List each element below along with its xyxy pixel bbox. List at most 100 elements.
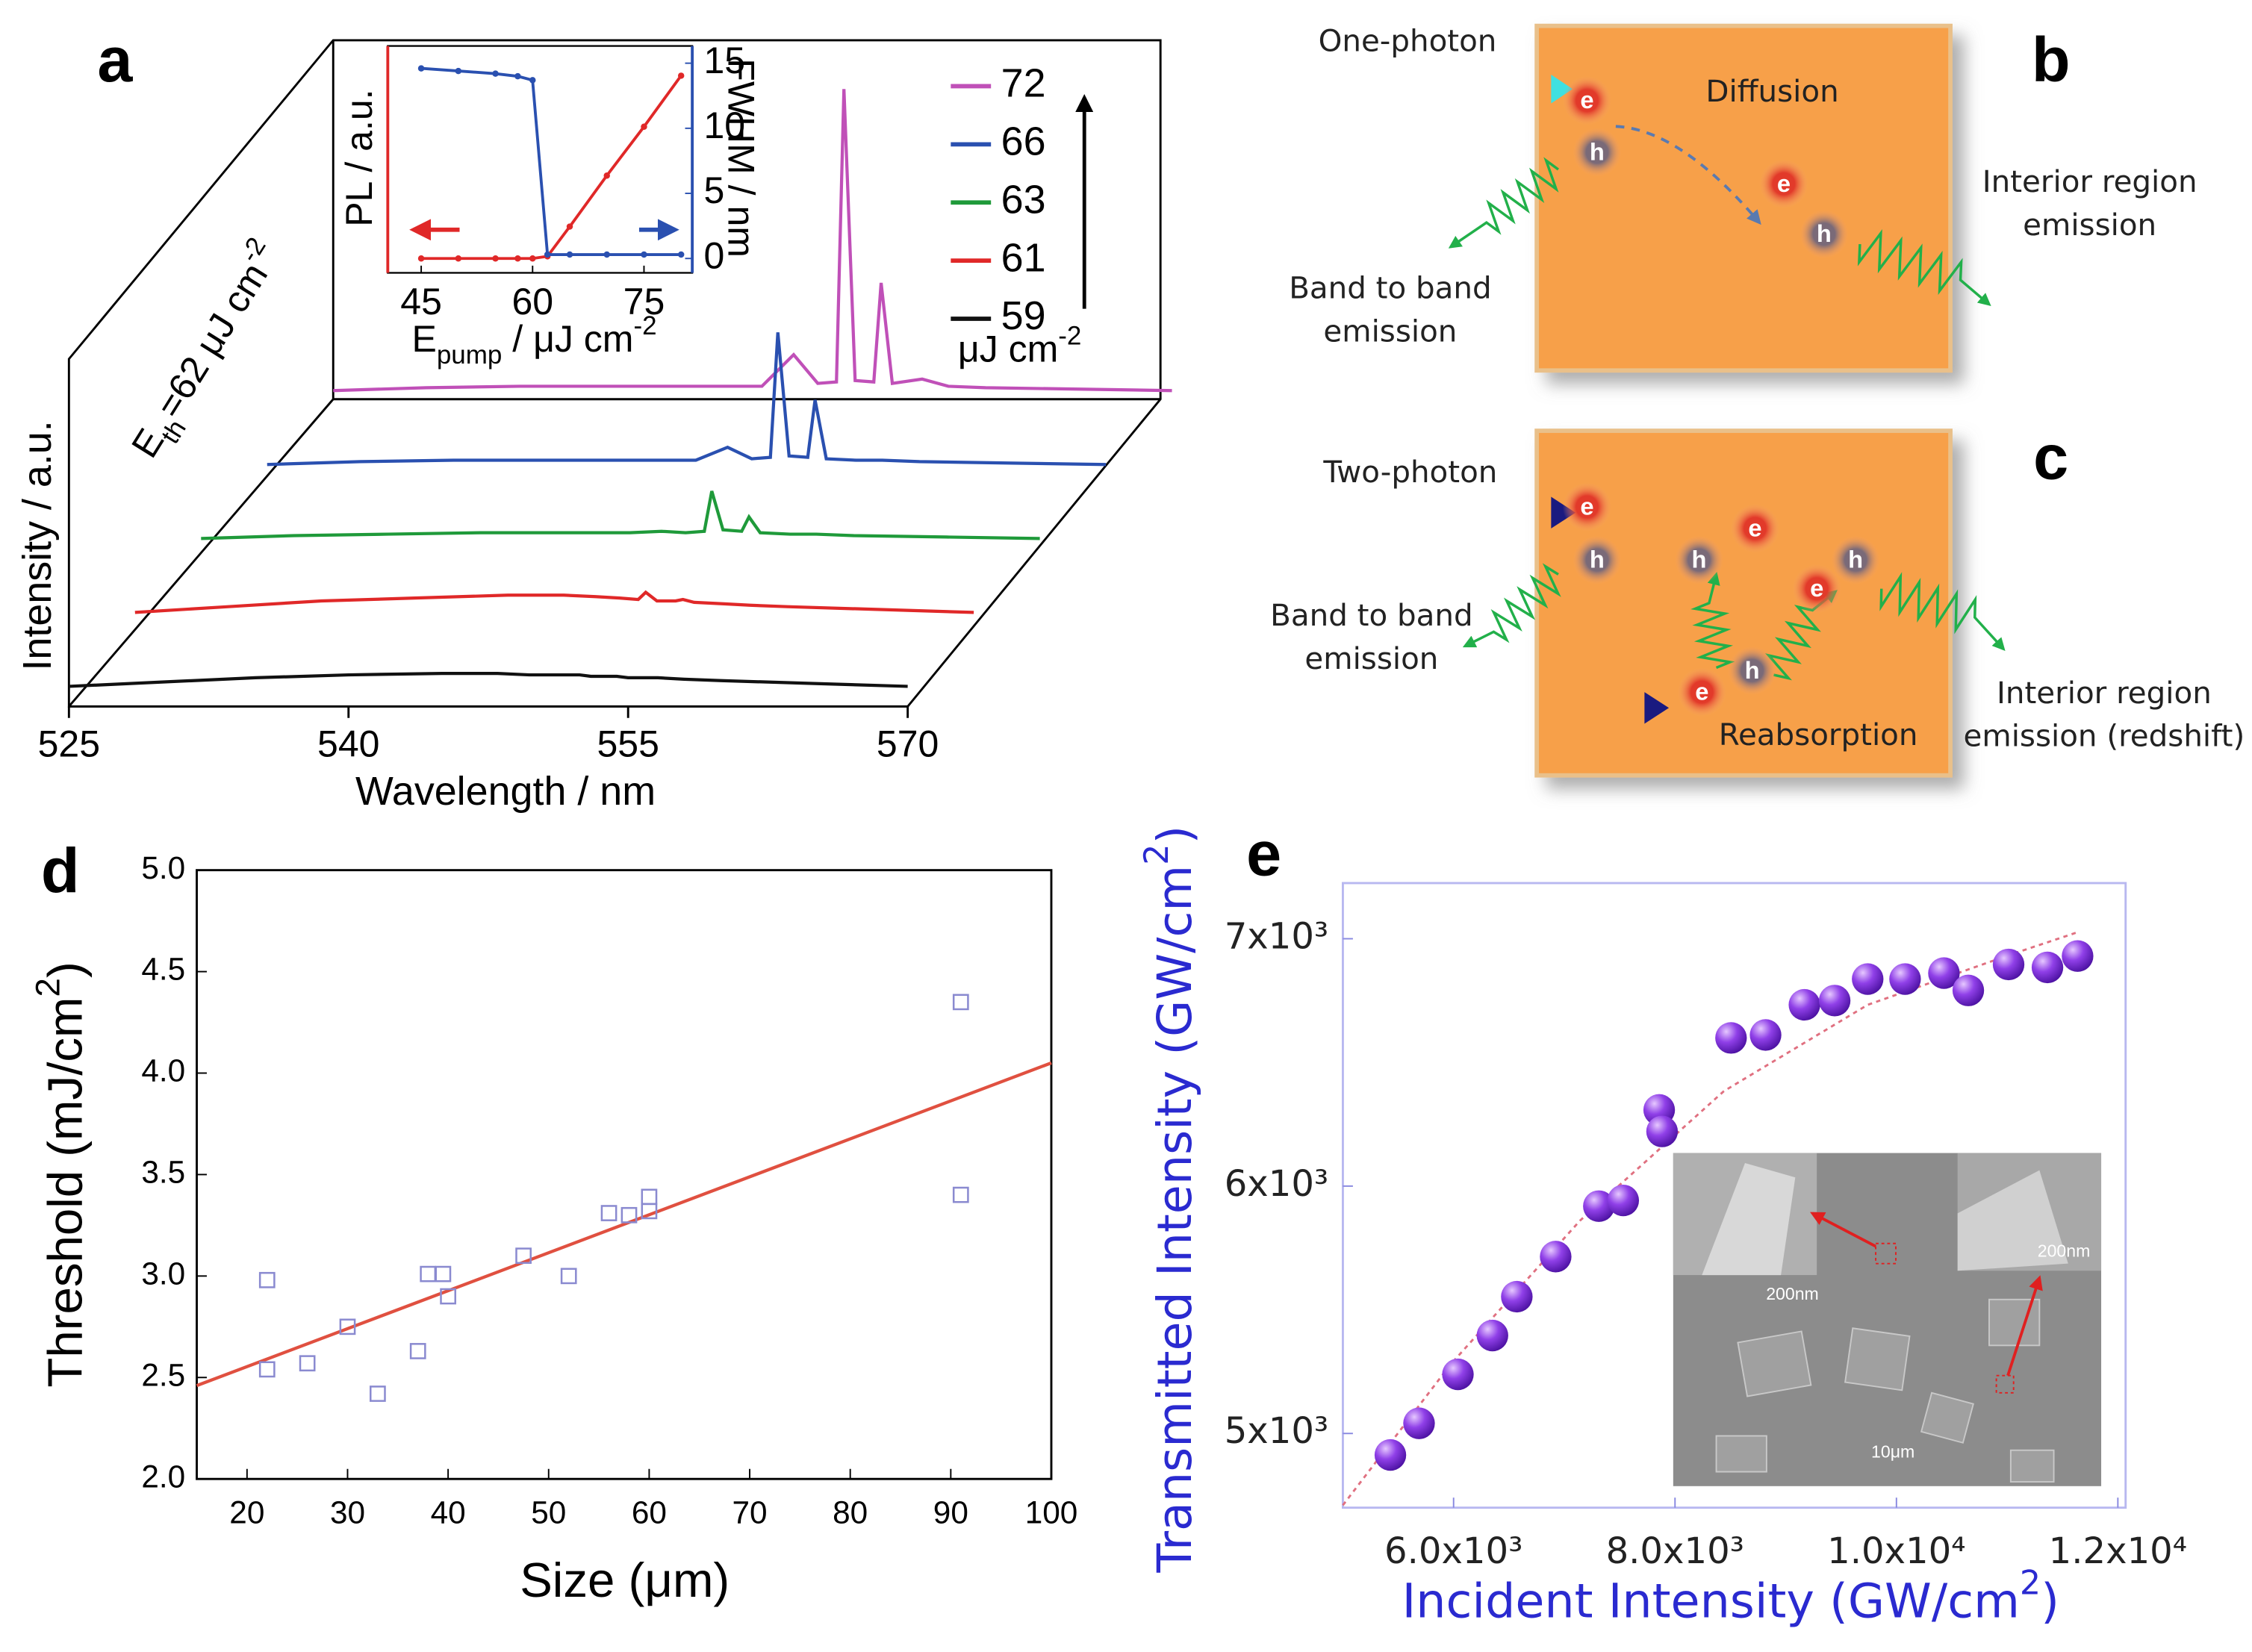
carrier-label: h [1691,546,1706,573]
panel-label: c [2033,422,2068,493]
data-point [1442,1358,1474,1391]
legend-unit-part: μJ cm [958,328,1058,370]
x-axis-label-part: -2 [633,311,656,340]
x-axis-label: Wavelength / nm [355,769,656,814]
y-axis-label-part: Transmitted Intensity (GW/cm [1147,865,1202,1574]
data-point [440,1288,456,1305]
x-tick-label: 70 [732,1494,768,1530]
y-tick-label: 3.0 [141,1256,185,1291]
x-tick-label: 6.0x10³ [1384,1530,1522,1572]
data-point [1374,1439,1407,1471]
x-tick-label: 100 [1025,1494,1078,1530]
x-tick-label: 540 [317,723,379,764]
scale-bar-label: 200nm [2038,1241,2091,1260]
carrier-label: h [1590,546,1605,573]
sem-crystal [1844,1327,1911,1391]
fit-line [1342,932,2077,1506]
scale-bar-label: 10μm [1871,1442,1914,1462]
data-point [1607,1184,1640,1217]
data-point [1788,988,1820,1021]
y-tick-label: 4.5 [141,952,185,987]
y-tick-label: 3.5 [141,1155,185,1190]
y-axis-label: PL / a.u. [338,89,380,226]
diagram-text: Two-photon [1322,455,1497,490]
diagram-text: Band to band [1289,271,1491,306]
x-tick-label: 80 [833,1494,868,1530]
y-axis-label-part: ) [1147,826,1202,844]
y-tick-label: 4.0 [141,1053,185,1088]
x-tick-label: 40 [431,1494,466,1530]
y2-tick-label: 15 [704,40,746,81]
x-axis-label-part: / μJ cm [502,318,633,360]
emission-wave [1690,572,1735,670]
diagram-text: emission [1323,314,1457,349]
spectrum-line [201,490,1040,540]
series-line [421,66,682,256]
diagram-text: emission [2023,208,2156,243]
x-tick-label: 30 [330,1494,365,1530]
carrier-label: h [1848,546,1863,573]
legend-label: 59 [1001,293,1046,338]
y-axis-label-part: Threshold (mJ/cm [38,997,93,1387]
plot-frame [1342,882,2127,1509]
sem-crystal [1920,1391,1974,1444]
y-tick-label: 2.0 [141,1459,185,1494]
sem-arrow [2006,1275,2043,1377]
emission-wave [1879,572,2006,651]
x-axis-label-part: E [411,318,436,360]
crystal [1534,23,1953,373]
x-tick-label: 1.0x10⁴ [1827,1530,1965,1572]
x-tick-label: 75 [623,281,665,322]
data-point [417,65,425,72]
emission-wave [1462,563,1561,648]
x-tick-label: 60 [511,281,553,322]
arrow-head [1551,75,1573,104]
data-point [1952,974,1985,1006]
y-axis-label-part: 2 [28,978,66,997]
carrier-label: e [1748,514,1761,541]
panel-label: a [97,24,133,95]
x-tick-label: 20 [229,1494,264,1530]
data-point [339,1318,356,1335]
x-tick-label: 525 [38,723,100,764]
data-point [2031,951,2064,984]
y-axis-label: Transmitted Intensity (GW/cm2) [1138,826,1202,1574]
x-tick-label: 8.0x10³ [1606,1530,1744,1572]
carrier [1677,667,1727,717]
data-point [1889,963,1921,995]
diagram-text: Interior region [1982,164,2197,199]
data-point [1540,1241,1572,1273]
data-point [435,1265,452,1282]
plot-frame [196,869,1053,1480]
data-point [409,1343,426,1359]
data-point [1501,1280,1533,1313]
data-point [560,1268,577,1285]
data-point [952,994,969,1011]
diagram-text: Band to band [1270,598,1472,633]
carrier [1831,535,1880,585]
series-line [421,75,682,261]
legend-label: 61 [1001,235,1046,280]
data-point [641,1188,658,1206]
carrier-label: e [1810,574,1823,602]
spectrum-line [267,332,1107,467]
carrier [1674,535,1724,585]
emission-wave [1857,228,1991,307]
diffusion-path [1615,125,1761,225]
spectrum-line [134,590,974,614]
y2-tick-label: 10 [704,105,746,146]
x-tick-label: 570 [877,723,939,764]
y-tick-label: 7x10³ [1225,916,1329,958]
y-axis-label-part: 2 [1138,844,1176,865]
x-tick-label: 45 [400,281,442,322]
sem-marker [1875,1242,1897,1265]
data-point [258,1361,276,1378]
data-point [258,1271,276,1288]
data-point [1476,1319,1508,1352]
y2-tick-label: 0 [704,234,725,276]
carrier [1573,535,1622,585]
sem-crystal [1715,1435,1767,1473]
y-tick-label: 5x10³ [1225,1410,1329,1452]
